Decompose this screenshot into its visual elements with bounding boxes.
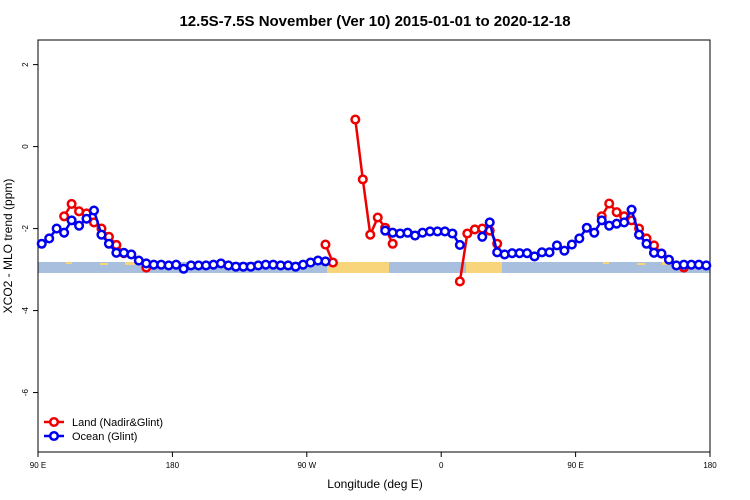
data-point bbox=[544, 247, 555, 258]
data-point bbox=[88, 205, 100, 216]
land-band bbox=[603, 262, 609, 264]
data-point bbox=[350, 114, 361, 125]
land-band bbox=[327, 262, 389, 273]
y-axis-label: XCO2 - MLO trend (ppm) bbox=[1, 179, 15, 314]
data-point bbox=[454, 276, 465, 287]
land-band bbox=[100, 263, 108, 265]
data-point bbox=[641, 238, 652, 249]
x-tick-label: 180 bbox=[703, 461, 717, 470]
y-tick-label: -2 bbox=[21, 224, 30, 232]
x-tick-label: 90 E bbox=[567, 461, 583, 470]
y-tick-label: 2 bbox=[21, 62, 30, 67]
data-point bbox=[66, 198, 77, 210]
data-point bbox=[626, 204, 637, 215]
data-point bbox=[372, 212, 383, 223]
data-point bbox=[365, 229, 376, 240]
legend: Land (Nadir&Glint) Ocean (Glint) bbox=[44, 416, 163, 443]
data-point bbox=[589, 227, 600, 238]
land-band bbox=[66, 262, 72, 264]
data-point bbox=[551, 240, 562, 251]
data-point bbox=[36, 238, 47, 249]
data-point bbox=[604, 198, 615, 209]
data-point bbox=[462, 228, 473, 239]
data-point bbox=[447, 228, 458, 239]
series bbox=[36, 204, 712, 274]
data-point bbox=[96, 229, 107, 240]
data-point bbox=[484, 217, 495, 228]
plot-frame bbox=[37, 39, 711, 453]
x-tick-label: 90 W bbox=[297, 461, 316, 470]
y-tick-label: -4 bbox=[21, 306, 30, 314]
data-point bbox=[171, 259, 182, 270]
data-point bbox=[357, 174, 368, 185]
legend-label: Ocean (Glint) bbox=[72, 431, 137, 443]
legend-label: Land (Nadir&Glint) bbox=[72, 417, 163, 429]
data-point bbox=[596, 215, 607, 226]
data-point bbox=[320, 256, 331, 267]
data-point bbox=[559, 245, 570, 256]
y-tick-label: 0 bbox=[21, 144, 30, 149]
data-point bbox=[663, 254, 674, 265]
data-point bbox=[477, 231, 488, 242]
data-point bbox=[126, 249, 137, 260]
data-point bbox=[66, 215, 77, 226]
data-point bbox=[44, 233, 55, 244]
data-point bbox=[529, 251, 540, 262]
data-point bbox=[81, 213, 92, 224]
data-point bbox=[387, 238, 398, 249]
data-point bbox=[611, 207, 622, 218]
data-point bbox=[59, 211, 70, 222]
legend-marker bbox=[48, 416, 60, 428]
data-point bbox=[320, 239, 331, 250]
data-point bbox=[701, 260, 712, 271]
data-point bbox=[574, 233, 585, 244]
data-point bbox=[581, 222, 592, 233]
data-point bbox=[454, 239, 465, 251]
data-point bbox=[74, 220, 85, 231]
legend-marker bbox=[48, 430, 60, 442]
x-tick-label: 180 bbox=[166, 461, 180, 470]
data-point bbox=[59, 227, 70, 238]
data-point bbox=[51, 223, 62, 234]
data-point bbox=[103, 238, 114, 249]
data-point bbox=[634, 229, 645, 240]
land-band bbox=[466, 262, 502, 273]
x-tick-label: 90 E bbox=[30, 461, 46, 470]
x-tick-label: 0 bbox=[439, 461, 444, 470]
chart-title: 12.5S-7.5S November (Ver 10) 2015-01-01 … bbox=[179, 13, 570, 30]
data-point bbox=[619, 217, 630, 228]
data-point bbox=[566, 239, 577, 250]
y-tick-label: -6 bbox=[21, 388, 30, 396]
x-axis-label: Longitude (deg E) bbox=[327, 477, 422, 491]
data-point bbox=[656, 248, 667, 259]
land-band bbox=[637, 263, 645, 265]
